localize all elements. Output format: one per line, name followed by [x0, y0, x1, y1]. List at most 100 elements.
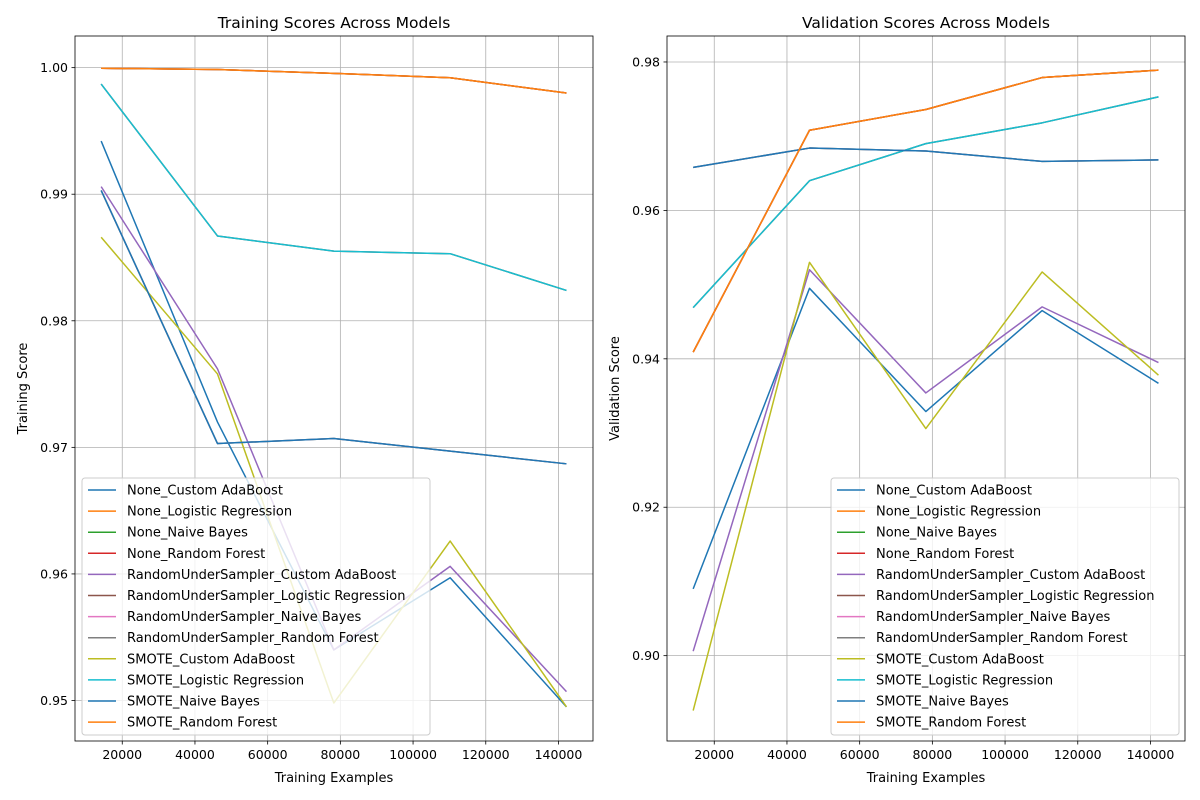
legend-item: None_Naive Bayes: [88, 526, 248, 541]
legend: None_Custom AdaBoost None_Logistic Regres…: [81, 477, 431, 736]
legend-item: SMOTE_Logistic Regression: [88, 673, 304, 688]
legend-item: None_Random Forest: [88, 547, 265, 562]
series-line: [692, 69, 1159, 353]
legend-box: [830, 477, 1180, 736]
x-tick-label: 40000: [175, 747, 215, 762]
legend-item: RandomUnderSampler_Random Forest: [88, 631, 379, 646]
legend-item: SMOTE_Naive Bayes: [837, 695, 1009, 710]
legend-item: RandomUnderSampler_Logistic Regression: [88, 589, 405, 604]
legend-label: RandomUnderSampler_Naive Bayes: [876, 610, 1110, 625]
x-tick-label: 60000: [840, 747, 880, 762]
series-line: [692, 96, 1159, 309]
y-axis-label: Training Score: [16, 343, 31, 436]
y-axis-label: Validation Score: [608, 336, 623, 441]
series-line: [100, 83, 567, 292]
x-tick-label: 80000: [912, 747, 952, 762]
legend-item: None_Custom AdaBoost: [88, 484, 283, 499]
y-tick-label: 0.99: [40, 187, 68, 202]
legend-item: None_Random Forest: [837, 547, 1014, 562]
legend: None_Custom AdaBoost None_Logistic Regres…: [830, 477, 1180, 736]
series-line: [692, 269, 1159, 652]
x-tick-label: 120000: [1054, 747, 1102, 762]
y-tick-label: 0.96: [40, 566, 68, 581]
legend-item: RandomUnderSampler_Custom AdaBoost: [837, 568, 1145, 583]
x-tick-label: 60000: [248, 747, 288, 762]
legend-item: RandomUnderSampler_Naive Bayes: [837, 610, 1110, 625]
series-line: [101, 67, 567, 94]
ticks: 20000 40000 60000 80000 100000 120000 140000 0.…: [40, 60, 582, 762]
legend-item: RandomUnderSampler_Random Forest: [837, 631, 1128, 646]
legend-item: RandomUnderSampler_Logistic Regression: [837, 589, 1154, 604]
legend-item: None_Logistic Regression: [837, 505, 1041, 520]
series-line: [693, 147, 1159, 169]
x-tick-label: 100000: [389, 747, 437, 762]
legend-label: SMOTE_Custom AdaBoost: [876, 652, 1044, 667]
validation-chart: Validation Scores Across Models Training…: [608, 14, 1186, 786]
axes-frame: [74, 35, 594, 742]
legend-item: None_Logistic Regression: [88, 505, 292, 520]
legend-label: None_Custom AdaBoost: [127, 484, 283, 499]
series-lines: [692, 69, 1159, 711]
y-tick-label: 0.92: [632, 500, 660, 515]
x-tick-label: 40000: [767, 747, 807, 762]
legend-label: None_Random Forest: [127, 547, 265, 562]
x-tick-label: 140000: [1127, 747, 1175, 762]
training-chart: Training Scores Across Models Training E…: [16, 14, 594, 786]
x-tick-label: 80000: [320, 747, 360, 762]
series-line: [100, 190, 567, 465]
x-tick-label: 20000: [102, 747, 142, 762]
legend-item: RandomUnderSampler_Naive Bayes: [88, 610, 361, 625]
legend-label: RandomUnderSampler_Random Forest: [876, 631, 1128, 646]
legend-label: RandomUnderSampler_Logistic Regression: [127, 589, 405, 604]
legend-box: [81, 477, 431, 736]
x-tick-label: 100000: [981, 747, 1029, 762]
legend-label: None_Custom AdaBoost: [876, 484, 1032, 499]
legend-item: SMOTE_Custom AdaBoost: [88, 652, 295, 667]
legend-label: SMOTE_Random Forest: [127, 716, 277, 731]
legend-label: None_Naive Bayes: [876, 526, 997, 541]
y-tick-label: 0.90: [632, 648, 660, 663]
y-tick-label: 0.98: [632, 54, 660, 69]
series-line: [692, 261, 1159, 711]
legend-label: SMOTE_Naive Bayes: [876, 695, 1009, 710]
legend-item: None_Naive Bayes: [837, 526, 997, 541]
legend-item: SMOTE_Naive Bayes: [88, 695, 260, 710]
legend-item: SMOTE_Random Forest: [837, 716, 1026, 731]
legend-label: SMOTE_Logistic Regression: [127, 673, 304, 688]
legend-label: SMOTE_Naive Bayes: [127, 695, 260, 710]
legend-item: SMOTE_Logistic Regression: [837, 673, 1053, 688]
legend-label: RandomUnderSampler_Logistic Regression: [876, 589, 1154, 604]
legend-label: None_Random Forest: [876, 547, 1014, 562]
legend-label: RandomUnderSampler_Custom AdaBoost: [127, 568, 396, 583]
legend-label: RandomUnderSampler_Naive Bayes: [127, 610, 361, 625]
legend-item: SMOTE_Random Forest: [88, 716, 277, 731]
legend-label: RandomUnderSampler_Custom AdaBoost: [876, 568, 1145, 583]
x-tick-label: 140000: [535, 747, 583, 762]
x-axis-label: Training Examples: [274, 771, 394, 786]
chart-title: Validation Scores Across Models: [802, 14, 1050, 32]
legend-label: SMOTE_Custom AdaBoost: [127, 652, 295, 667]
axes-frame: [666, 35, 1186, 742]
y-tick-label: 0.94: [632, 351, 660, 366]
series-line: [692, 287, 1159, 590]
legend-label: None_Logistic Regression: [876, 505, 1041, 520]
legend-label: RandomUnderSampler_Random Forest: [127, 631, 379, 646]
y-tick-label: 0.95: [40, 693, 68, 708]
legend-item: SMOTE_Custom AdaBoost: [837, 652, 1044, 667]
legend-item: None_Custom AdaBoost: [837, 484, 1032, 499]
legend-item: RandomUnderSampler_Custom AdaBoost: [88, 568, 396, 583]
legend-label: None_Logistic Regression: [127, 505, 292, 520]
legend-label: SMOTE_Logistic Regression: [876, 673, 1053, 688]
ticks: 20000 40000 60000 80000 100000 120000 140000 0.…: [632, 54, 1174, 762]
y-tick-label: 0.98: [40, 313, 68, 328]
x-axis-label: Training Examples: [866, 771, 986, 786]
legend-label: None_Naive Bayes: [127, 526, 248, 541]
chart-title: Training Scores Across Models: [217, 14, 451, 32]
y-tick-label: 0.96: [632, 203, 660, 218]
y-tick-label: 1.00: [40, 60, 68, 75]
legend-label: SMOTE_Random Forest: [876, 716, 1026, 731]
y-tick-label: 0.97: [40, 440, 68, 455]
x-tick-label: 120000: [462, 747, 510, 762]
x-tick-label: 20000: [694, 747, 734, 762]
